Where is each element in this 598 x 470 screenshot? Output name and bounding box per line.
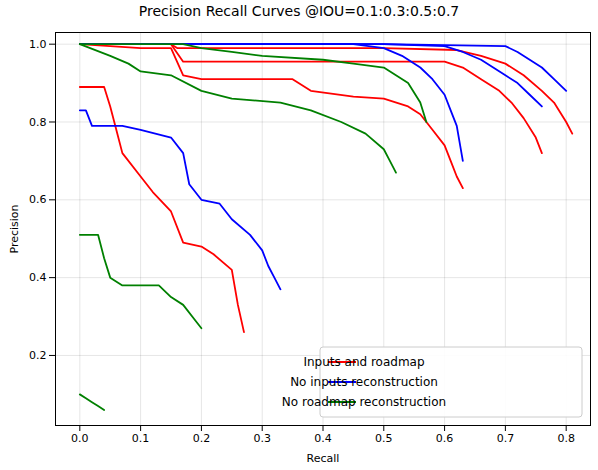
svg-text:0.8: 0.8 <box>29 116 47 129</box>
svg-text:0.4: 0.4 <box>314 432 332 445</box>
svg-text:1.0: 1.0 <box>29 38 47 51</box>
svg-text:0.4: 0.4 <box>29 271 47 284</box>
svg-text:0.0: 0.0 <box>71 432 89 445</box>
svg-text:Precision: Precision <box>8 204 21 253</box>
svg-text:0.5: 0.5 <box>375 432 393 445</box>
svg-text:0.6: 0.6 <box>29 193 47 206</box>
svg-text:0.8: 0.8 <box>557 432 575 445</box>
svg-text:0.1: 0.1 <box>132 432 150 445</box>
svg-text:Inputs and roadmap: Inputs and roadmap <box>303 355 424 369</box>
svg-text:0.2: 0.2 <box>29 349 47 362</box>
svg-text:Recall: Recall <box>307 452 340 465</box>
html-text:Precision Recall Curves @IOU=0: Precision Recall Curves @IOU=0.1:0.3:0.5… <box>138 3 460 19</box>
svg-text:0.6: 0.6 <box>436 432 454 445</box>
svg-text:No inputs reconstruction: No inputs reconstruction <box>290 375 438 389</box>
svg-text:0.7: 0.7 <box>497 432 515 445</box>
svg-text:No roadmap reconstruction: No roadmap reconstruction <box>282 395 446 409</box>
svg-text:0.2: 0.2 <box>193 432 211 445</box>
svg-text:0.3: 0.3 <box>253 432 271 445</box>
